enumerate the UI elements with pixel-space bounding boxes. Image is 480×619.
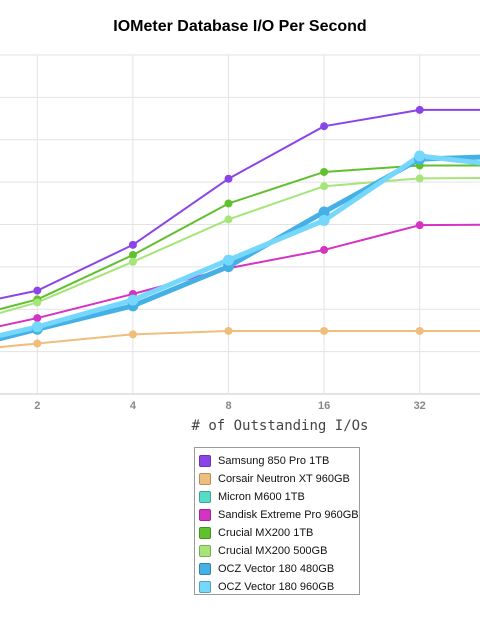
legend-label: OCZ Vector 180 480GB xyxy=(218,563,335,575)
data-point xyxy=(127,294,139,306)
series-points xyxy=(31,105,426,348)
legend-item: Micron M600 1TB xyxy=(195,488,359,506)
legend-swatch xyxy=(199,563,211,575)
data-point xyxy=(33,286,42,295)
x-tick-label: 8 xyxy=(225,400,231,412)
legend-label: Crucial MX200 1TB xyxy=(218,527,314,539)
data-point xyxy=(415,105,424,114)
legend-swatch xyxy=(199,473,211,485)
legend-label: Sandisk Extreme Pro 960GB xyxy=(218,509,359,521)
data-point xyxy=(128,240,137,249)
data-point xyxy=(128,257,137,266)
data-point xyxy=(224,199,233,208)
legend-swatch xyxy=(199,545,211,557)
legend-label: OCZ Vector 180 960GB xyxy=(218,581,335,593)
chart-title: IOMeter Database I/O Per Second xyxy=(113,18,367,35)
legend-item: OCZ Vector 180 480GB xyxy=(195,560,359,578)
series-line xyxy=(0,329,480,349)
legend-label: Micron M600 1TB xyxy=(218,491,305,503)
legend-swatch xyxy=(199,581,211,593)
data-point xyxy=(320,326,329,335)
data-point xyxy=(33,298,42,307)
legend-swatch xyxy=(199,455,211,467)
data-point xyxy=(415,174,424,183)
data-point xyxy=(320,182,329,191)
legend-swatch xyxy=(199,491,211,503)
data-point xyxy=(31,321,43,333)
x-tick-label: 2 xyxy=(34,400,40,412)
data-point xyxy=(128,251,137,260)
data-point xyxy=(33,314,42,323)
legend-item: Samsung 850 Pro 1TB xyxy=(195,452,359,470)
legend-label: Samsung 850 Pro 1TB xyxy=(218,455,330,467)
legend: Samsung 850 Pro 1TB Corsair Neutron XT 96… xyxy=(194,447,360,595)
legend-item: Crucial MX200 1TB xyxy=(195,524,359,542)
legend-swatch xyxy=(199,527,211,539)
x-axis-label: # of Outstanding I/Os xyxy=(191,418,369,434)
data-point xyxy=(128,330,137,339)
legend-item: Sandisk Extreme Pro 960GB xyxy=(195,506,359,524)
x-tick-label: 16 xyxy=(318,400,330,412)
data-point xyxy=(33,339,42,348)
x-tick-label: 4 xyxy=(130,400,137,412)
data-point xyxy=(320,122,329,131)
data-point xyxy=(415,221,424,230)
data-point xyxy=(320,245,329,254)
data-point xyxy=(318,214,330,226)
data-point xyxy=(414,150,426,162)
legend-label: Corsair Neutron XT 960GB xyxy=(218,473,350,485)
data-point xyxy=(224,174,233,183)
x-tick-label: 32 xyxy=(414,400,426,412)
legend-swatch xyxy=(199,509,211,521)
legend-item: Corsair Neutron XT 960GB xyxy=(195,470,359,488)
gridlines xyxy=(0,54,480,395)
legend-item: OCZ Vector 180 960GB xyxy=(195,578,359,596)
series-line xyxy=(0,164,480,311)
data-point xyxy=(224,326,233,335)
data-point xyxy=(318,206,330,218)
series-lines xyxy=(0,108,480,349)
data-point xyxy=(320,167,329,176)
legend-label: Crucial MX200 500GB xyxy=(218,545,328,557)
data-point xyxy=(415,326,424,335)
data-point xyxy=(224,215,233,224)
legend-item: Crucial MX200 500GB xyxy=(195,542,359,560)
data-point xyxy=(223,254,234,266)
x-tick-labels: 2 4 8 16 32 xyxy=(34,400,426,412)
